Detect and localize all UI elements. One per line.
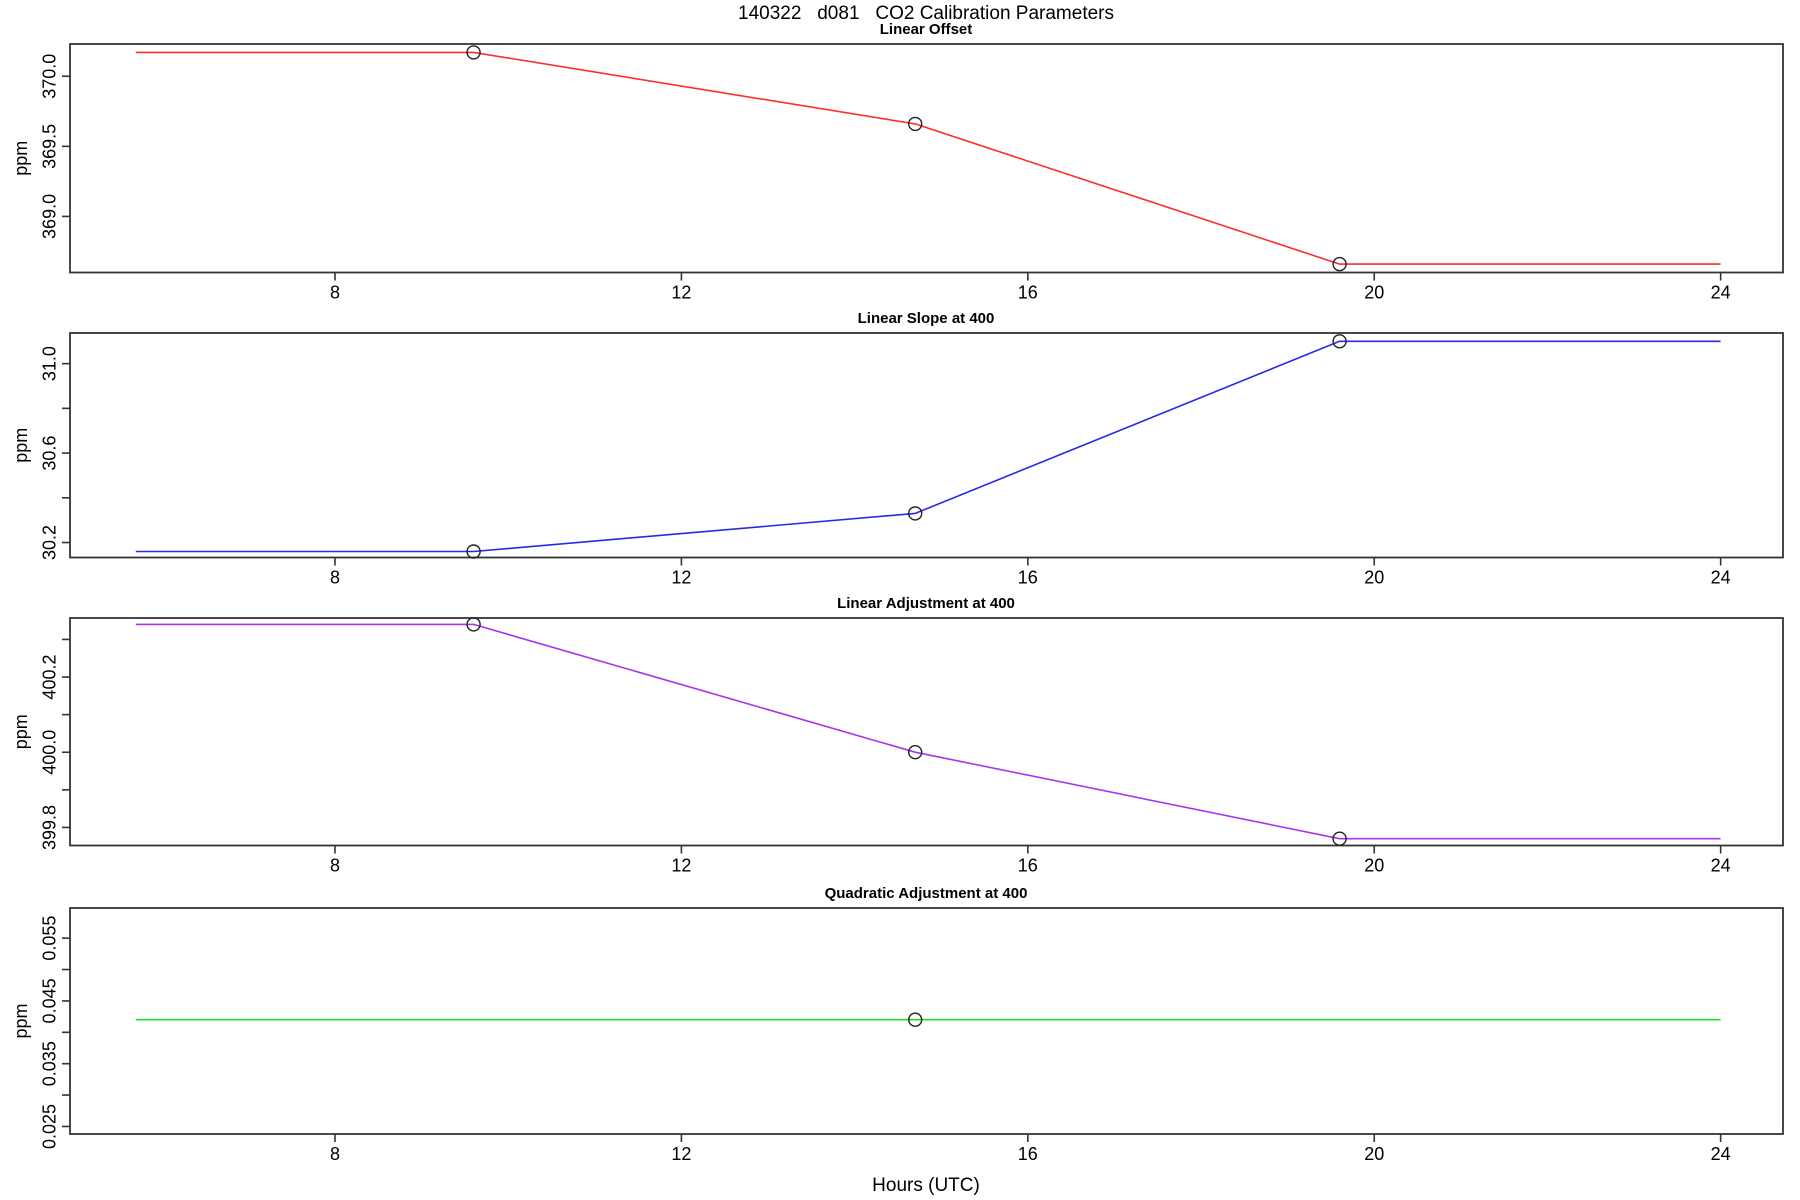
panel-title: Linear Adjustment at 400 — [837, 595, 1015, 612]
x-tick-label: 16 — [1018, 856, 1038, 876]
y-tick-label: 0.055 — [40, 916, 60, 961]
y-tick-label: 30.6 — [40, 436, 60, 471]
data-point-marker — [908, 1012, 923, 1027]
y-tick-label: 400.0 — [40, 730, 60, 775]
series-line — [135, 623, 1721, 840]
y-tick-label: 369.0 — [40, 194, 60, 239]
panel-title: Quadratic Adjustment at 400 — [825, 885, 1028, 902]
y-axis-label: ppm — [11, 141, 31, 176]
x-tick-label: 24 — [1711, 283, 1731, 303]
data-point-marker — [1332, 256, 1347, 272]
y-tick-label: 369.5 — [40, 124, 60, 169]
x-tick-label: 20 — [1364, 1144, 1384, 1164]
data-point-marker — [1332, 831, 1347, 846]
x-tick-label: 12 — [671, 1144, 691, 1164]
plot-box — [69, 332, 1784, 559]
data-point-marker — [908, 506, 923, 521]
panel-quadratic-adjustment-at-400: Quadratic Adjustment at 400 ppm 0.025 0.035… — [11, 885, 1784, 1164]
y-tick-label: 31.0 — [40, 346, 60, 381]
y-axis-label: ppm — [11, 1003, 31, 1038]
panel-title: Linear Slope at 400 — [858, 310, 995, 327]
x-tick-label: 16 — [1018, 568, 1038, 588]
x-axis-title: Hours (UTC) — [872, 1175, 980, 1196]
panel-linear-slope-at-400: Linear Slope at 400 ppm 30.2 30.6 31.0 8 12 16 2… — [11, 310, 1784, 588]
plot-box — [69, 617, 1784, 847]
x-tick-label: 16 — [1018, 1144, 1038, 1164]
series-line — [135, 340, 1721, 553]
y-tick-label: 30.2 — [40, 525, 60, 560]
x-tick-label: 24 — [1711, 856, 1731, 876]
panel-linear-offset: Linear Offset ppm 369.0 369.5 370.0 8 12 16 20 24 — [11, 21, 1784, 303]
x-tick-label: 20 — [1364, 283, 1384, 303]
data-point-marker — [908, 116, 923, 132]
x-tick-label: 16 — [1018, 283, 1038, 303]
y-tick-label: 400.2 — [40, 655, 60, 700]
series-line — [135, 51, 1721, 265]
data-point-marker — [466, 45, 481, 60]
y-axis-label: ppm — [11, 428, 31, 463]
x-tick-label: 12 — [671, 856, 691, 876]
panel-linear-adjustment-at-400: Linear Adjustment at 400 ppm 399.8 400.0 400… — [11, 595, 1784, 876]
x-tick-label: 20 — [1364, 568, 1384, 588]
x-tick-label: 12 — [671, 283, 691, 303]
y-tick-label: 0.045 — [40, 978, 60, 1023]
x-tick-label: 24 — [1711, 568, 1731, 588]
x-tick-label: 8 — [330, 568, 340, 588]
panel-title: Linear Offset — [880, 21, 973, 38]
y-tick-label: 370.0 — [40, 54, 60, 99]
y-tick-label: 0.025 — [40, 1104, 60, 1149]
plot-box — [69, 907, 1784, 1135]
y-tick-label: 399.8 — [40, 805, 60, 850]
data-point-marker — [466, 617, 481, 632]
data-point-marker — [1332, 334, 1347, 349]
y-axis-label: ppm — [11, 714, 31, 749]
x-tick-label: 12 — [671, 568, 691, 588]
x-tick-label: 8 — [330, 856, 340, 876]
chart-title: 140322 d081 CO2 Calibration Parameters — [738, 3, 1114, 24]
plot-box — [69, 43, 1784, 274]
x-tick-label: 8 — [330, 1144, 340, 1164]
panels-group: Linear Offset ppm 369.0 369.5 370.0 8 12 16 20 24… — [11, 21, 1784, 1164]
x-tick-label: 8 — [330, 283, 340, 303]
data-point-marker — [466, 544, 481, 559]
x-tick-label: 20 — [1364, 856, 1384, 876]
data-point-marker — [908, 745, 923, 760]
x-tick-label: 24 — [1711, 1144, 1731, 1164]
y-tick-label: 0.035 — [40, 1041, 60, 1086]
